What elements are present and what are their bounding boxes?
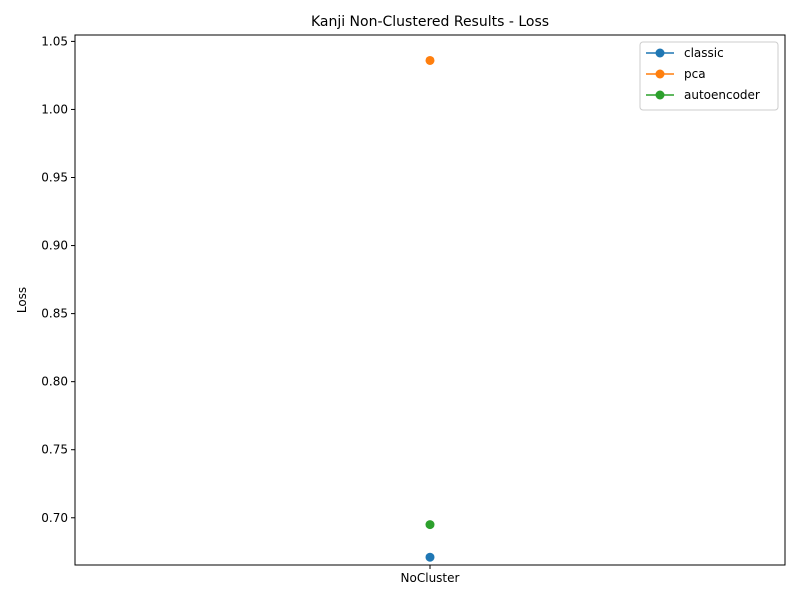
legend-marker	[655, 48, 665, 58]
x-tick-label: NoCluster	[401, 571, 460, 585]
chart-title: Kanji Non-Clustered Results - Loss	[311, 14, 549, 30]
y-tick-label: 0.95	[41, 171, 68, 185]
y-tick-label: 0.75	[41, 443, 68, 457]
legend-marker	[655, 90, 665, 100]
legend-marker	[655, 69, 665, 79]
y-tick-label: 0.90	[41, 239, 68, 253]
y-axis-title: Loss	[15, 287, 29, 313]
y-axis: 0.70 0.75 0.80 0.85 0.90 0.95 1.00 1.05	[41, 34, 75, 525]
y-tick-label: 0.85	[41, 307, 68, 321]
series-autoencoder	[425, 520, 435, 530]
data-point-autoencoder	[425, 520, 435, 530]
data-series-layer	[425, 55, 435, 562]
legend-item-classic: classic	[646, 46, 724, 60]
series-pca	[425, 55, 435, 65]
legend-box	[639, 41, 779, 111]
data-point-classic	[425, 552, 435, 562]
series-classic	[425, 552, 435, 562]
y-tick-label: 0.80	[41, 375, 68, 389]
y-tick-label: 1.05	[41, 34, 68, 48]
legend-label: autoencoder	[684, 88, 760, 102]
plot-area-frame	[74, 34, 786, 566]
y-tick-label: 0.70	[41, 511, 68, 525]
legend: classic pca autoencoder	[639, 41, 779, 111]
legend-label: pca	[684, 67, 706, 81]
y-tick-label: 1.00	[41, 102, 68, 116]
legend-item-pca: pca	[646, 67, 706, 81]
data-point-pca	[425, 55, 435, 65]
legend-item-autoencoder: autoencoder	[646, 88, 760, 102]
legend-label: classic	[684, 46, 724, 60]
x-axis: NoCluster	[401, 565, 460, 585]
